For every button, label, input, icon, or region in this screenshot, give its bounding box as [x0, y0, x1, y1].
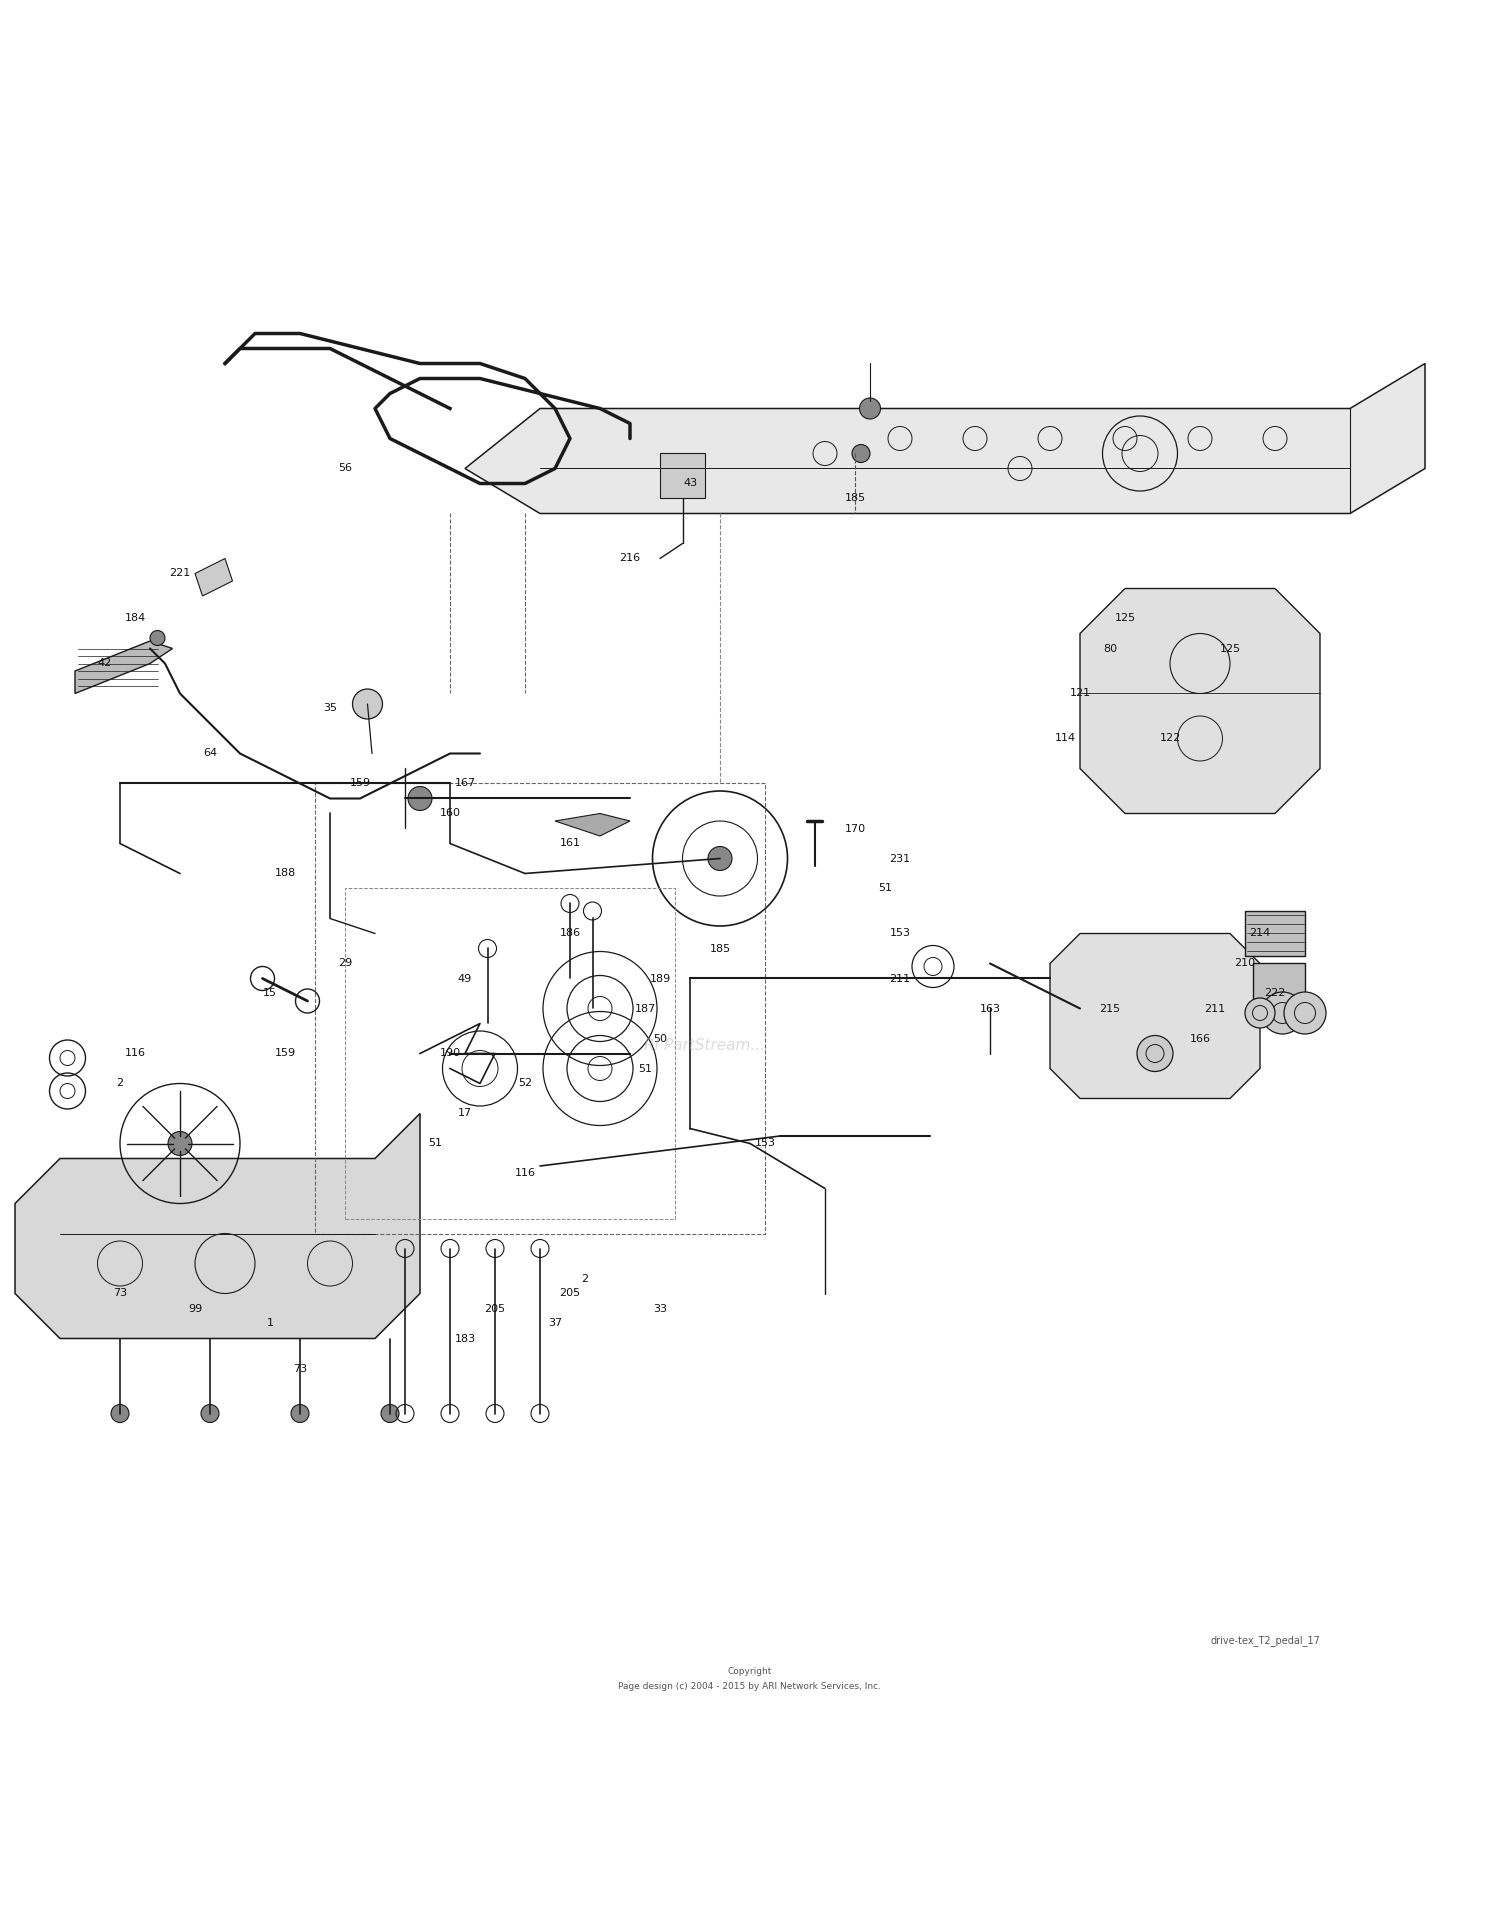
Text: 15: 15 [262, 989, 278, 998]
Text: 186: 186 [560, 929, 580, 938]
Circle shape [708, 846, 732, 871]
Text: 50: 50 [652, 1033, 668, 1044]
Text: 125: 125 [1220, 644, 1240, 653]
Text: 215: 215 [1100, 1004, 1120, 1014]
Text: 33: 33 [652, 1303, 668, 1314]
Text: drive-tex_T2_pedal_17: drive-tex_T2_pedal_17 [1210, 1636, 1320, 1646]
Text: 121: 121 [1070, 688, 1090, 698]
Text: 167: 167 [454, 779, 476, 788]
Text: 222: 222 [1264, 989, 1286, 998]
Polygon shape [1050, 933, 1260, 1098]
Text: 160: 160 [440, 809, 460, 819]
Text: 187: 187 [634, 1004, 656, 1014]
Text: 125: 125 [1114, 613, 1136, 624]
Circle shape [1262, 992, 1304, 1035]
Polygon shape [75, 642, 172, 694]
Text: 80: 80 [1102, 644, 1118, 653]
Circle shape [111, 1405, 129, 1422]
Text: 185: 185 [844, 493, 865, 503]
Circle shape [291, 1405, 309, 1422]
Text: 189: 189 [650, 973, 670, 983]
Text: 210: 210 [1234, 958, 1256, 969]
Circle shape [381, 1405, 399, 1422]
Polygon shape [1252, 964, 1305, 1000]
Text: 161: 161 [560, 838, 580, 848]
Text: 185: 185 [710, 944, 730, 954]
Text: 122: 122 [1160, 734, 1180, 744]
Bar [345, 888, 675, 1218]
Text: 116: 116 [514, 1168, 535, 1179]
Polygon shape [1245, 911, 1305, 956]
Text: 216: 216 [620, 553, 640, 563]
Text: RI PartStream...: RI PartStream... [645, 1039, 765, 1054]
Polygon shape [1080, 588, 1320, 813]
Text: 205: 205 [484, 1303, 506, 1314]
Circle shape [352, 690, 382, 719]
Text: 159: 159 [274, 1048, 296, 1058]
Text: 184: 184 [124, 613, 146, 624]
Text: 183: 183 [454, 1333, 476, 1343]
Text: 17: 17 [458, 1108, 472, 1118]
Circle shape [1137, 1035, 1173, 1071]
Text: 29: 29 [338, 958, 352, 969]
Text: 2: 2 [582, 1274, 588, 1283]
Text: 211: 211 [890, 973, 910, 983]
Text: 116: 116 [124, 1048, 146, 1058]
Text: 159: 159 [350, 779, 370, 788]
Text: 170: 170 [844, 823, 865, 834]
Text: Copyright: Copyright [728, 1667, 772, 1676]
Polygon shape [15, 1114, 420, 1339]
Circle shape [1284, 992, 1326, 1035]
Text: 214: 214 [1250, 929, 1270, 938]
Polygon shape [555, 813, 630, 836]
Circle shape [168, 1131, 192, 1156]
Text: 51: 51 [427, 1139, 442, 1148]
Text: 1: 1 [267, 1318, 273, 1328]
Text: 73: 73 [112, 1289, 128, 1299]
Text: 37: 37 [548, 1318, 562, 1328]
Text: 153: 153 [890, 929, 910, 938]
Text: 43: 43 [682, 478, 698, 489]
Text: 73: 73 [292, 1364, 308, 1374]
Circle shape [852, 445, 870, 462]
Text: 231: 231 [890, 854, 910, 863]
Circle shape [1245, 998, 1275, 1027]
Circle shape [859, 399, 880, 418]
Polygon shape [660, 453, 705, 499]
Text: 64: 64 [202, 748, 217, 759]
Text: 205: 205 [560, 1289, 580, 1299]
Text: 35: 35 [322, 703, 338, 713]
Text: 99: 99 [188, 1303, 202, 1314]
Text: 211: 211 [1204, 1004, 1225, 1014]
Text: 153: 153 [754, 1139, 776, 1148]
Text: Page design (c) 2004 - 2015 by ARI Network Services, Inc.: Page design (c) 2004 - 2015 by ARI Netwo… [618, 1682, 882, 1692]
Circle shape [150, 630, 165, 646]
Text: 221: 221 [170, 568, 190, 578]
Text: 166: 166 [1190, 1033, 1210, 1044]
Text: 163: 163 [980, 1004, 1000, 1014]
Text: 51: 51 [638, 1064, 652, 1073]
Circle shape [408, 786, 432, 811]
Text: 188: 188 [274, 869, 296, 879]
Polygon shape [195, 559, 232, 595]
Text: 52: 52 [518, 1079, 532, 1089]
Text: 56: 56 [338, 464, 352, 474]
Text: 42: 42 [98, 659, 112, 669]
Text: 49: 49 [458, 973, 472, 983]
Text: 190: 190 [440, 1048, 460, 1058]
Polygon shape [465, 364, 1425, 513]
Text: 51: 51 [878, 883, 892, 894]
Text: 114: 114 [1054, 734, 1076, 744]
Circle shape [201, 1405, 219, 1422]
Text: 2: 2 [117, 1079, 123, 1089]
